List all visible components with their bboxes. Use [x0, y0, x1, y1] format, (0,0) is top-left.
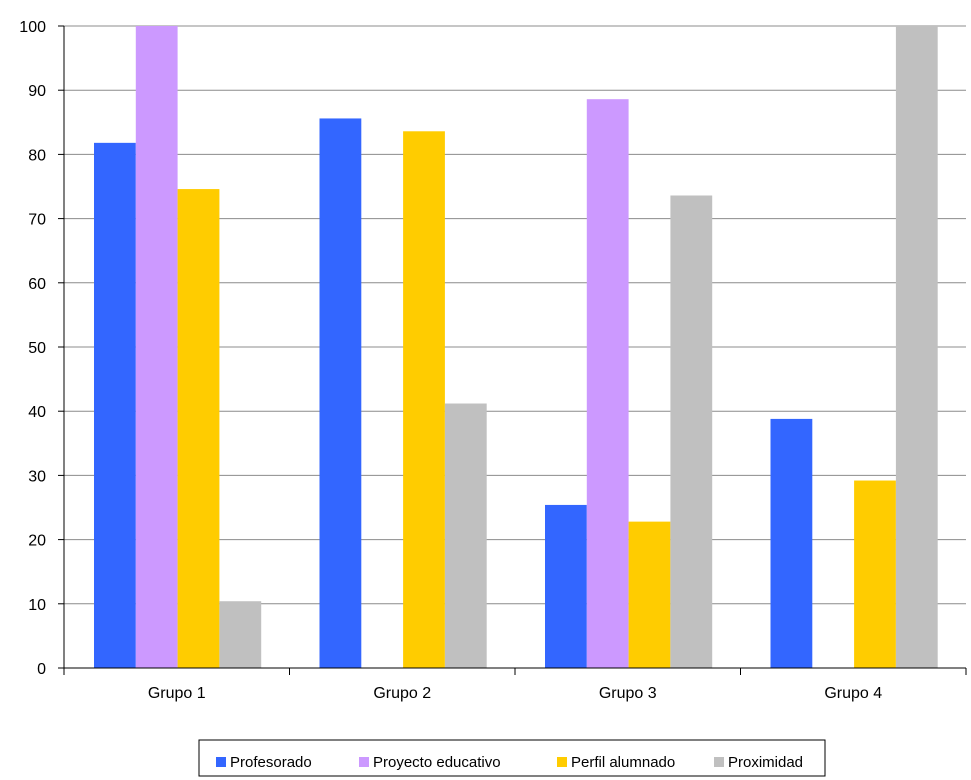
bar-proximidad-grupo-1: [219, 601, 262, 668]
x-category-label: Grupo 1: [148, 685, 206, 702]
y-tick-label: 90: [28, 83, 46, 100]
bar-proyecto-educativo-grupo-1: [135, 26, 178, 668]
x-category-label: Grupo 4: [824, 685, 882, 702]
y-tick-label: 70: [28, 212, 46, 229]
y-tick-label: 30: [28, 468, 46, 485]
legend-label: Proximidad: [728, 754, 803, 771]
y-tick-label: 10: [28, 597, 46, 614]
y-tick-labels: 0 10 20 30 40 50 60 70 80 90 100: [19, 19, 64, 678]
y-tick-label: 20: [28, 533, 46, 550]
bar-proximidad-grupo-2: [444, 403, 487, 668]
y-tick-label: 0: [37, 661, 46, 678]
legend-label: Perfil alumnado: [571, 754, 675, 771]
y-tick-label: 40: [28, 404, 46, 421]
legend-label: Profesorado: [230, 754, 312, 771]
bar-proximidad-grupo-4: [895, 26, 938, 668]
legend-swatch-perfil-alumnado: [557, 757, 567, 767]
y-tick-label: 60: [28, 276, 46, 293]
y-tick-label: 100: [19, 19, 46, 36]
bar-perfil-alumnado-grupo-2: [403, 131, 445, 669]
bar-profesorado-grupo-4: [770, 418, 813, 668]
bar-proyecto-educativo-grupo-3: [586, 99, 629, 669]
y-tick-label: 50: [28, 340, 46, 357]
legend-swatch-proximidad: [714, 757, 724, 767]
bar-profesorado-grupo-3: [545, 504, 587, 668]
legend-label: Proyecto educativo: [373, 754, 501, 771]
bar-profesorado-grupo-1: [94, 142, 136, 668]
legend-swatch-profesorado: [216, 757, 226, 767]
legend-swatch-proyecto-educativo: [359, 757, 369, 767]
x-category-label: Grupo 3: [599, 685, 657, 702]
bars: [94, 26, 938, 669]
legend: Profesorado Proyecto educativo Perfil alum…: [198, 739, 826, 777]
bar-perfil-alumnado-grupo-3: [628, 521, 671, 668]
bar-proximidad-grupo-3: [670, 195, 713, 668]
bar-perfil-alumnado-grupo-4: [854, 480, 896, 668]
x-category-label: Grupo 2: [373, 685, 431, 702]
bar-perfil-alumnado-grupo-1: [177, 189, 220, 668]
bar-profesorado-grupo-2: [319, 118, 362, 668]
x-category-labels: Grupo 1 Grupo 2 Grupo 3 Grupo 4: [63, 668, 967, 702]
y-tick-label: 80: [28, 147, 46, 164]
